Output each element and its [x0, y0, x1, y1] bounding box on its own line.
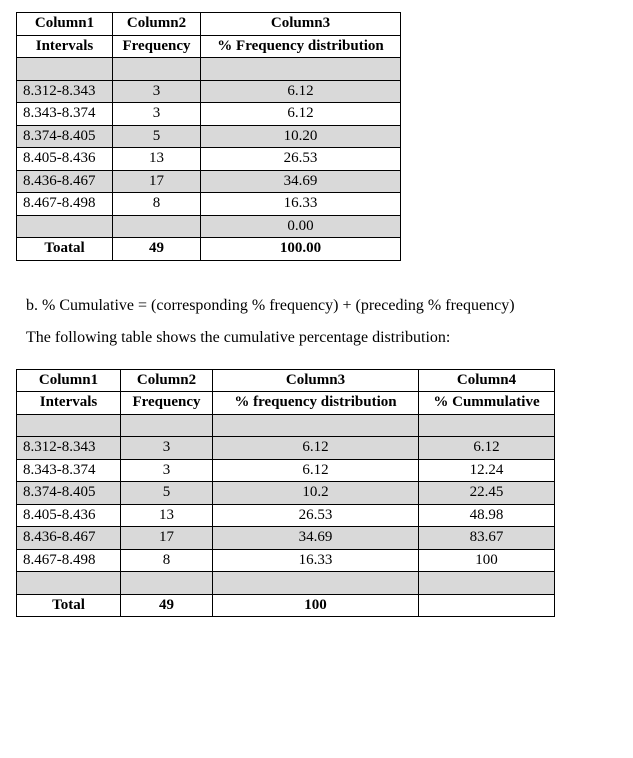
column-subheader-2: Frequency [121, 392, 213, 415]
spacer-cell [201, 58, 401, 81]
table-cell: 8.436-8.467 [17, 170, 113, 193]
table-cell: 3 [113, 80, 201, 103]
spacer-cell [121, 572, 213, 595]
table-cell: 8.467-8.498 [17, 549, 121, 572]
total-cell: 100 [213, 594, 419, 617]
frequency-table-2: Column1Column2Column3Column4 IntervalsFre… [16, 369, 555, 618]
column-header-4: Column4 [419, 369, 555, 392]
total-cell [419, 594, 555, 617]
column-subheader-1: Intervals [17, 35, 113, 58]
table-cell: 0.00 [201, 215, 401, 238]
table-cell: 8.312-8.343 [17, 437, 121, 460]
column-header-2: Column2 [121, 369, 213, 392]
table-cell: 17 [113, 170, 201, 193]
table-cell: 8.312-8.343 [17, 80, 113, 103]
table-cell: 6.12 [213, 437, 419, 460]
column-header-1: Column1 [17, 13, 113, 36]
table-cell: 34.69 [213, 527, 419, 550]
table-cell: 13 [121, 504, 213, 527]
table-cell [113, 215, 201, 238]
table-cell: 12.24 [419, 459, 555, 482]
table-cell: 8 [121, 549, 213, 572]
table-cell: 6.12 [201, 103, 401, 126]
table-cell: 6.12 [201, 80, 401, 103]
table-cell: 6.12 [419, 437, 555, 460]
table-cell: 16.33 [201, 193, 401, 216]
table-cell: 17 [121, 527, 213, 550]
total-cell: 49 [121, 594, 213, 617]
table-cell: 100 [419, 549, 555, 572]
spacer-cell [419, 414, 555, 437]
table-cell: 16.33 [213, 549, 419, 572]
table-cell: 8.405-8.436 [17, 148, 113, 171]
table-cell: 10.20 [201, 125, 401, 148]
column-subheader-1: Intervals [17, 392, 121, 415]
cumulative-formula-line: b. % Cumulative = (corresponding % frequ… [26, 297, 617, 315]
table-cell: 13 [113, 148, 201, 171]
table-cell [17, 215, 113, 238]
spacer-cell [213, 572, 419, 595]
table-cell: 8.343-8.374 [17, 459, 121, 482]
total-cell: 100.00 [201, 238, 401, 261]
table-cell: 83.67 [419, 527, 555, 550]
table-cell: 8.467-8.498 [17, 193, 113, 216]
column-header-2: Column2 [113, 13, 201, 36]
column-header-3: Column3 [201, 13, 401, 36]
column-header-1: Column1 [17, 369, 121, 392]
column-subheader-4: % Cummulative [419, 392, 555, 415]
table-cell: 3 [121, 459, 213, 482]
table-cell: 22.45 [419, 482, 555, 505]
table-cell: 8.374-8.405 [17, 125, 113, 148]
spacer-cell [213, 414, 419, 437]
column-subheader-3: % frequency distribution [213, 392, 419, 415]
table-cell: 3 [121, 437, 213, 460]
table-cell: 8.405-8.436 [17, 504, 121, 527]
table-cell: 10.2 [213, 482, 419, 505]
table-cell: 48.98 [419, 504, 555, 527]
spacer-cell [121, 414, 213, 437]
spacer-cell [17, 414, 121, 437]
table-cell: 34.69 [201, 170, 401, 193]
total-label: Total [17, 594, 121, 617]
table-cell: 6.12 [213, 459, 419, 482]
frequency-table-1: Column1Column2Column3 IntervalsFrequency%… [16, 12, 401, 261]
table-cell: 5 [113, 125, 201, 148]
table-cell: 8 [113, 193, 201, 216]
column-subheader-2: Frequency [113, 35, 201, 58]
table-cell: 8.343-8.374 [17, 103, 113, 126]
total-cell: 49 [113, 238, 201, 261]
spacer-cell [113, 58, 201, 81]
total-label: Toatal [17, 238, 113, 261]
table-cell: 3 [113, 103, 201, 126]
table-cell: 8.374-8.405 [17, 482, 121, 505]
column-header-3: Column3 [213, 369, 419, 392]
table-cell: 26.53 [201, 148, 401, 171]
spacer-cell [419, 572, 555, 595]
explanation-text: b. % Cumulative = (corresponding % frequ… [26, 297, 617, 347]
spacer-cell [17, 572, 121, 595]
column-subheader-3: % Frequency distribution [201, 35, 401, 58]
following-table-line: The following table shows the cumulative… [26, 329, 617, 347]
table-cell: 5 [121, 482, 213, 505]
table-cell: 26.53 [213, 504, 419, 527]
spacer-cell [17, 58, 113, 81]
table-cell: 8.436-8.467 [17, 527, 121, 550]
